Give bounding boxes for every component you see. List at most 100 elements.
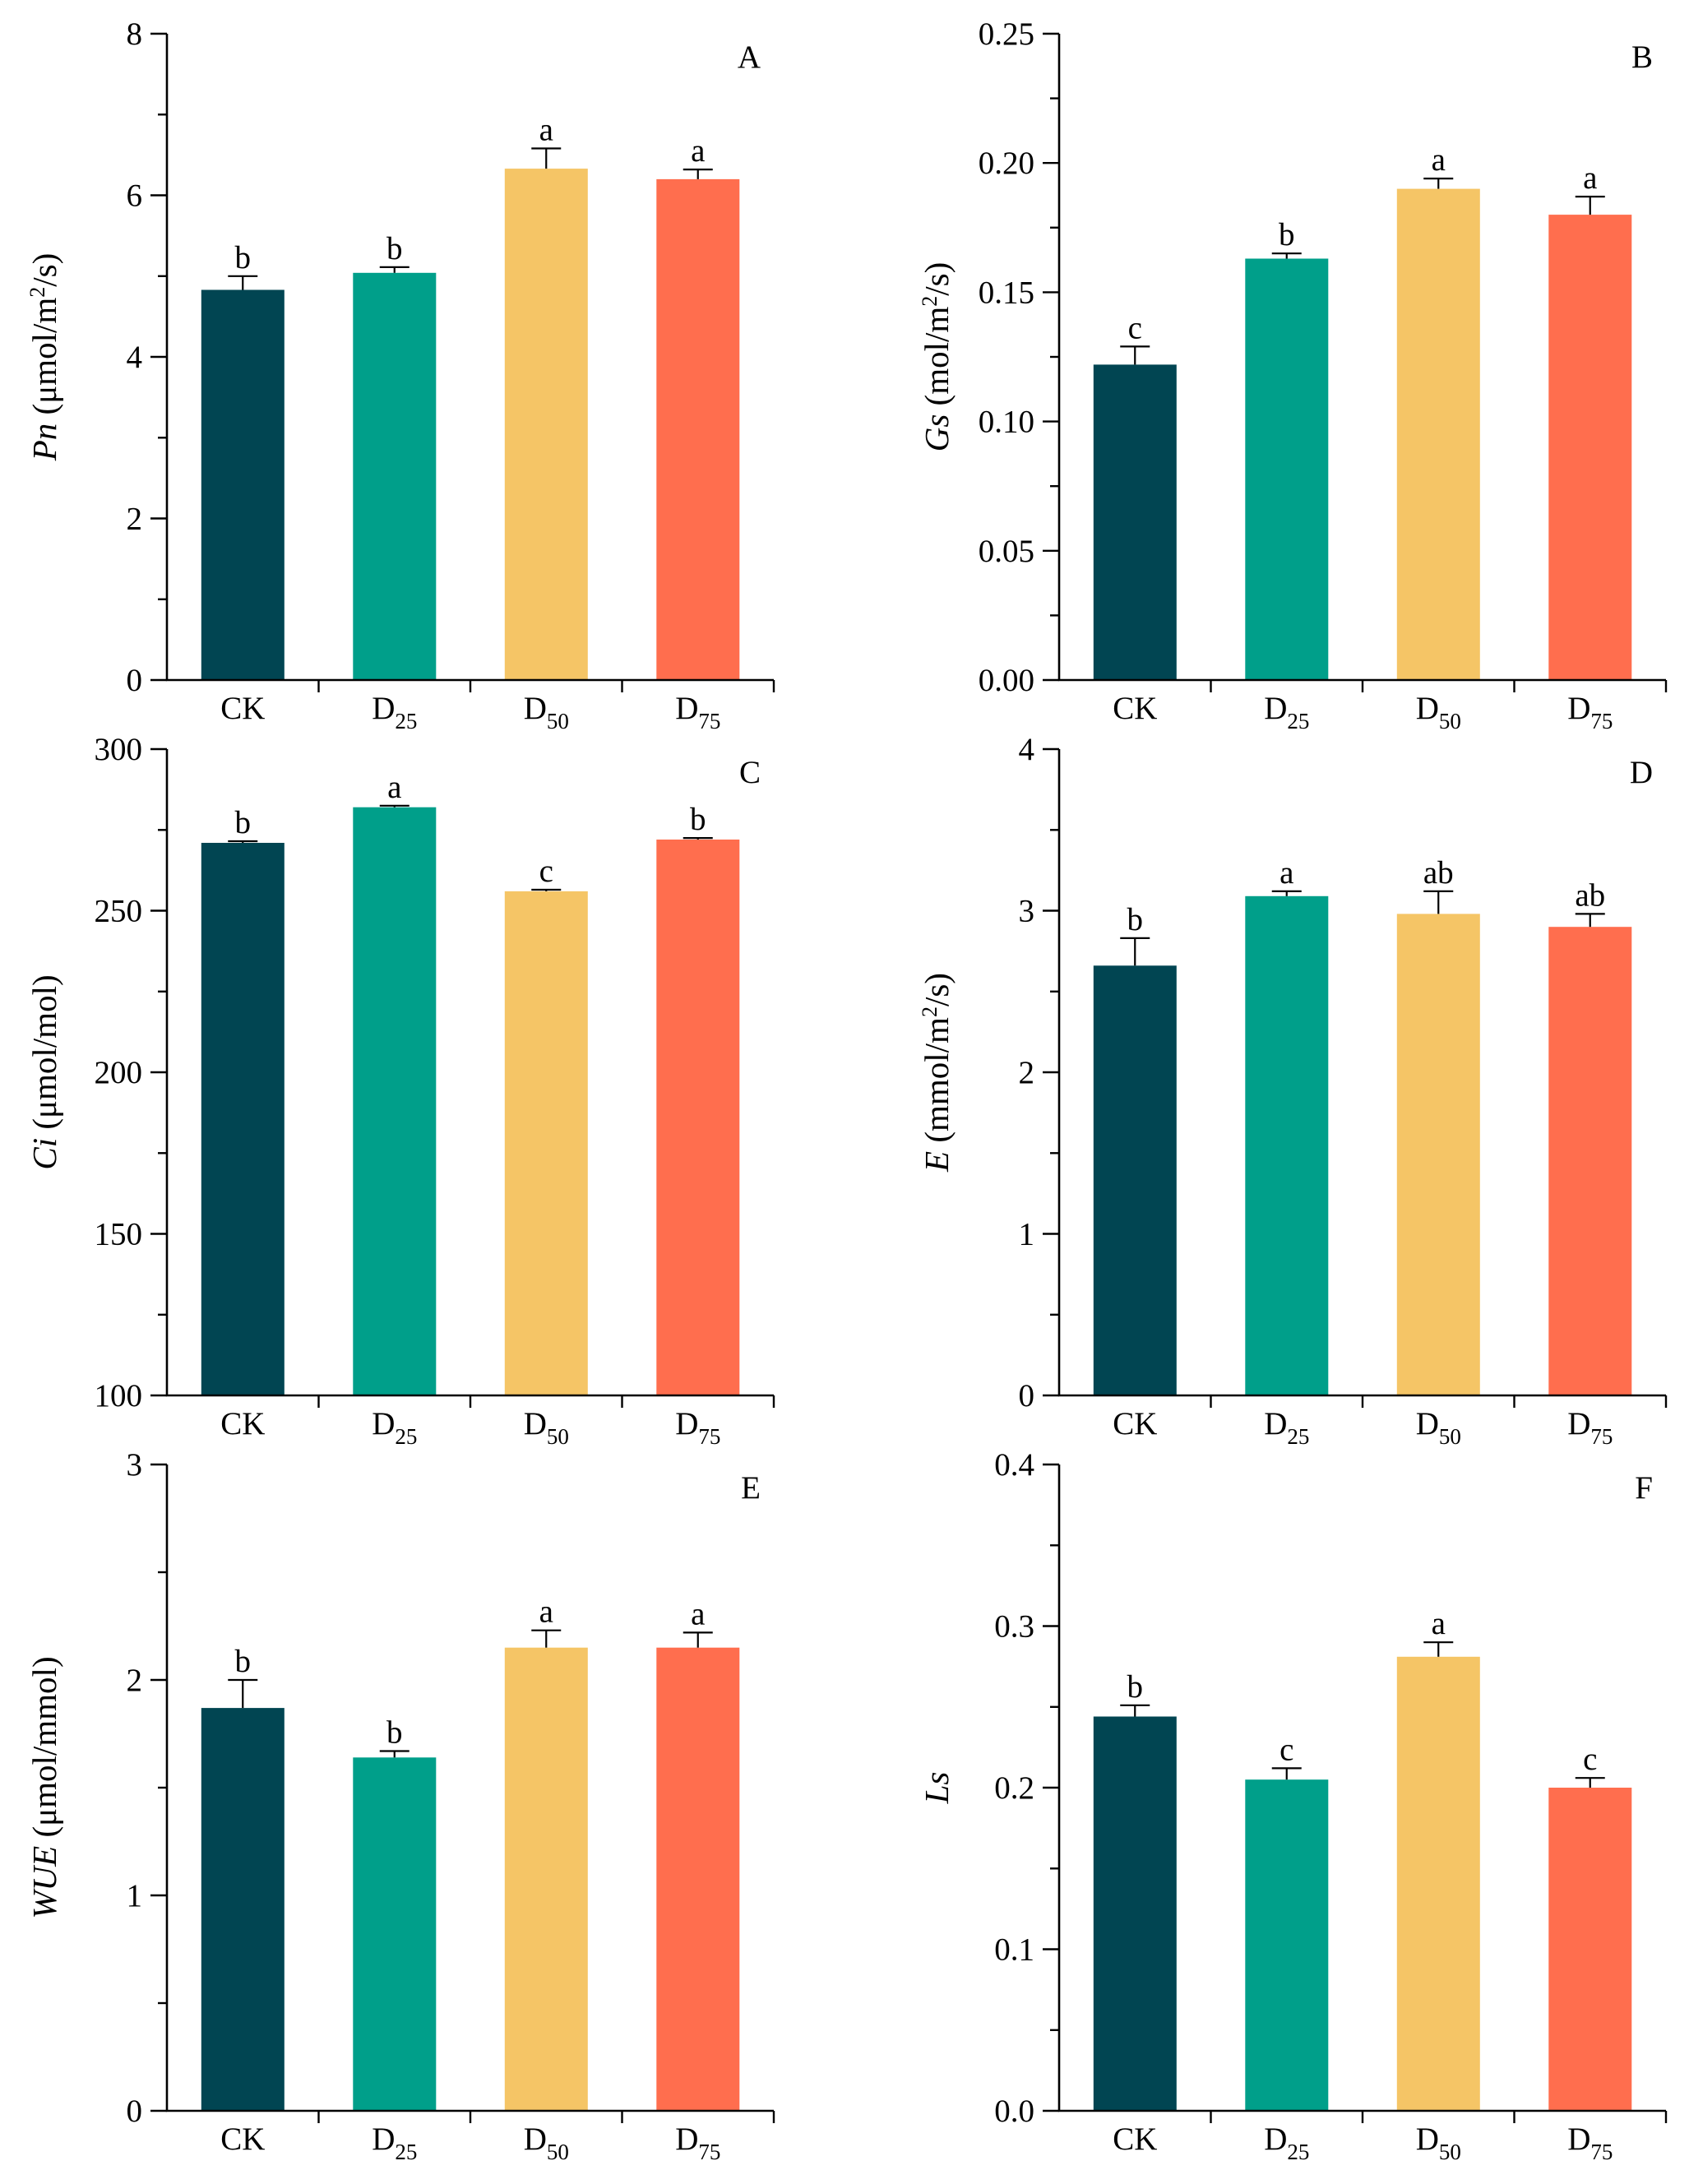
bar-a-4 <box>656 178 740 680</box>
error-bar-e-4 <box>683 1631 713 1648</box>
y-tick-label: 0.3 <box>994 1609 1034 1645</box>
x-tick-label-3: D50 <box>1416 1406 1461 1449</box>
x-tick-label-1: CK <box>1113 691 1157 726</box>
y-tick-label: 4 <box>1019 732 1035 767</box>
bar-d-2 <box>1245 895 1329 1395</box>
panel-letter: D <box>1630 755 1653 790</box>
sig-letter-f-1: b <box>1127 1669 1144 1705</box>
panel-letter: E <box>741 1470 761 1506</box>
bar-e-1 <box>201 1708 285 2111</box>
x-tick-label-3: D50 <box>524 691 569 733</box>
y-tick-label: 0.0 <box>994 2094 1034 2129</box>
x-tick-label-4: D75 <box>1567 2122 1613 2164</box>
sig-letter-e-4: a <box>691 1596 705 1631</box>
bar-c-1 <box>201 843 285 1395</box>
x-tick-label-1: CK <box>220 1406 265 1441</box>
sig-letter-a-2: b <box>386 231 403 266</box>
error-bar-d-2 <box>1271 890 1302 896</box>
bar-b-2 <box>1245 258 1329 680</box>
error-bar-d-4 <box>1575 913 1605 928</box>
y-tick-label: 200 <box>95 1055 143 1090</box>
y-axis-label: WUE (μmol/mmol) <box>25 1656 63 1918</box>
x-tick-label-2: D25 <box>1264 1406 1309 1449</box>
y-tick-label: 1 <box>1019 1217 1035 1252</box>
error-bar-c-3 <box>531 888 562 891</box>
bar-b-1 <box>1093 364 1177 680</box>
sig-letter-a-3: a <box>539 113 553 148</box>
y-tick-label: 0.20 <box>979 146 1034 181</box>
sig-letter-f-2: c <box>1279 1732 1293 1767</box>
y-axis-label: Ls <box>918 1772 956 1805</box>
sig-letter-d-2: a <box>1279 855 1293 891</box>
bar-f-3 <box>1396 1656 1480 2111</box>
bar-a-2 <box>353 272 437 680</box>
panel-c: b a c b 100 150 200 250 300 CK D25 D50 D75 C Ci (μmol/… <box>25 732 775 1449</box>
x-tick-label-4: D75 <box>675 2122 720 2164</box>
error-bar-a-2 <box>379 266 410 273</box>
panel-b: c b a a 0.00 0.05 0.10 0.15 0.20 0.25 CK D25 D50 D75 B… <box>918 16 1668 733</box>
error-bar-e-2 <box>379 1750 410 1758</box>
panel-letter: B <box>1631 39 1653 75</box>
error-bar-a-1 <box>228 275 258 290</box>
sig-letter-e-2: b <box>386 1715 403 1751</box>
x-tick-label-1: CK <box>220 2122 265 2157</box>
x-tick-label-2: D25 <box>1264 2122 1309 2164</box>
panel-e: b b a a 0 1 2 3 CK D25 D50 D75 E WUE (μmol/mmol) <box>25 1447 775 2164</box>
sig-letter-c-1: b <box>235 805 252 840</box>
bar-e-4 <box>656 1647 740 2111</box>
bar-a-3 <box>504 169 588 681</box>
sig-letter-f-3: a <box>1432 1606 1446 1641</box>
bar-a-1 <box>201 289 285 680</box>
y-tick-label: 0.15 <box>979 275 1034 310</box>
error-bar-b-2 <box>1271 252 1302 259</box>
y-axis-label: E (mmol/m2/s) <box>918 973 956 1173</box>
error-bar-e-1 <box>228 1678 258 1709</box>
x-tick-label-3: D50 <box>1416 691 1461 733</box>
error-bar-f-1 <box>1120 1704 1150 1717</box>
error-bar-d-3 <box>1423 890 1454 914</box>
error-bar-a-3 <box>531 147 562 169</box>
x-tick-label-4: D75 <box>1567 1406 1613 1449</box>
sig-letter-a-4: a <box>691 133 705 169</box>
x-tick-label-1: CK <box>1113 1406 1157 1441</box>
sig-letter-e-3: a <box>539 1594 553 1630</box>
y-tick-label: 0.25 <box>979 16 1034 52</box>
y-tick-label: 0.05 <box>979 534 1034 569</box>
x-tick-label-2: D25 <box>1264 691 1309 733</box>
error-bar-f-3 <box>1423 1641 1454 1657</box>
error-bar-c-4 <box>683 836 713 840</box>
y-tick-label: 0 <box>127 2094 143 2129</box>
y-tick-label: 0.2 <box>994 1770 1034 1806</box>
y-axis-label: Ci (μmol/mol) <box>25 974 63 1169</box>
sig-letter-b-4: a <box>1583 160 1597 196</box>
bar-f-1 <box>1093 1716 1177 2111</box>
error-bar-b-1 <box>1120 345 1150 365</box>
error-bar-a-4 <box>683 169 713 179</box>
y-tick-label: 0 <box>127 663 143 698</box>
y-axis-label: Pn (μmol/m2/s) <box>25 253 64 462</box>
y-tick-label: 6 <box>127 178 143 214</box>
y-tick-label: 2 <box>127 502 143 537</box>
x-tick-label-3: D50 <box>1416 2122 1461 2164</box>
error-bar-b-3 <box>1423 178 1454 189</box>
sig-letter-d-4: ab <box>1575 877 1605 913</box>
y-tick-label: 250 <box>95 894 143 929</box>
y-tick-label: 0.10 <box>979 405 1034 440</box>
bar-e-3 <box>504 1647 588 2111</box>
error-bar-c-1 <box>228 840 258 843</box>
y-tick-label: 3 <box>1019 894 1035 929</box>
panel-f: b c a c 0.0 0.1 0.2 0.3 0.4 CK D25 D50 D75 F Ls <box>918 1447 1668 2164</box>
error-bar-e-3 <box>531 1629 562 1648</box>
sig-letter-d-3: ab <box>1423 855 1454 891</box>
sig-letter-b-1: c <box>1128 310 1142 345</box>
panel-a: b b a a 0 2 4 6 8 CK D25 D50 D75 A Pn (μmol/m2/s) <box>25 16 775 733</box>
bar-c-3 <box>504 891 588 1395</box>
y-tick-label: 0.00 <box>979 663 1034 698</box>
error-bar-d-1 <box>1120 937 1150 966</box>
sig-letter-c-4: b <box>690 802 706 837</box>
error-bar-f-4 <box>1575 1777 1605 1788</box>
y-tick-label: 8 <box>127 16 143 52</box>
sig-letter-b-2: b <box>1279 217 1295 252</box>
y-tick-label: 4 <box>127 340 143 375</box>
